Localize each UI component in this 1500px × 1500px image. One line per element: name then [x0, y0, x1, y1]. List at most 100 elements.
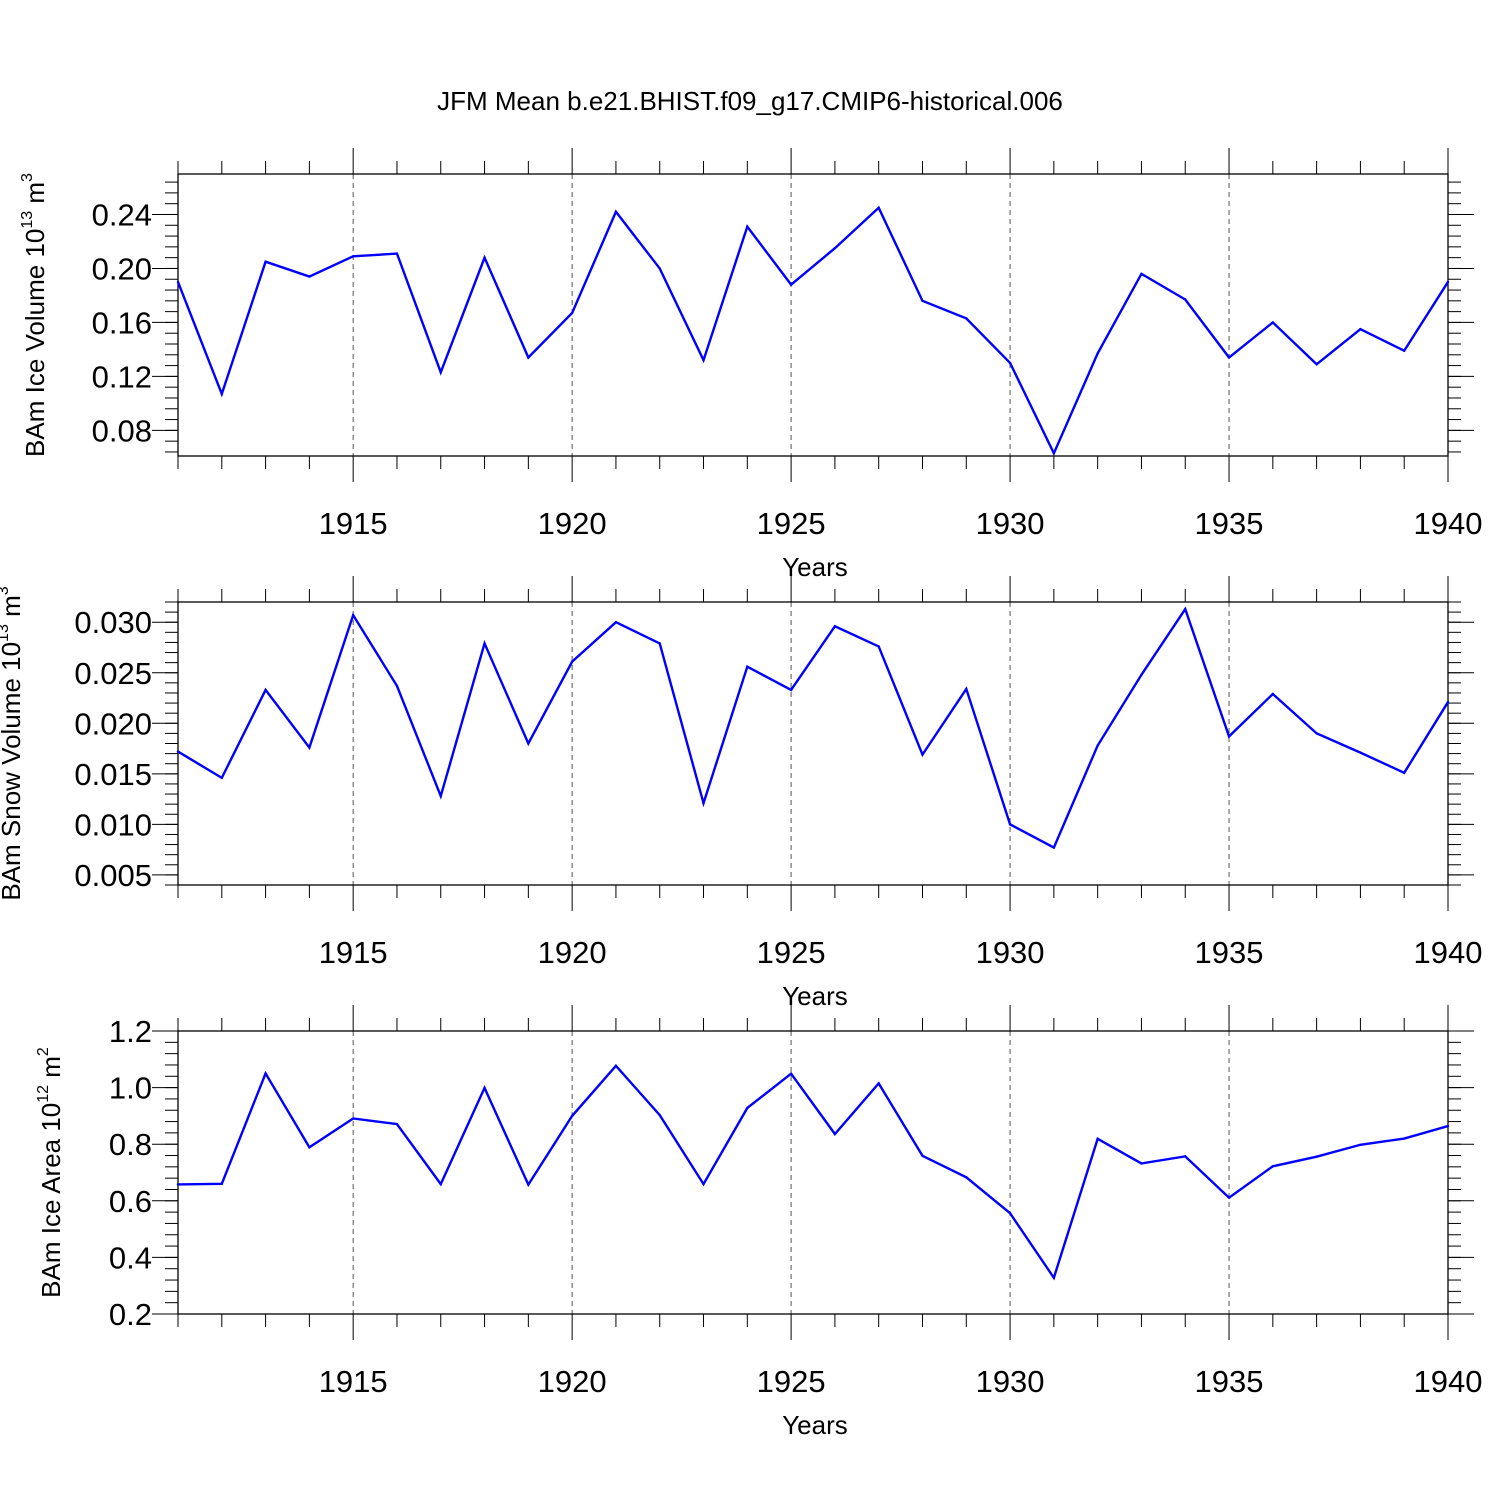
data-point — [1227, 735, 1231, 738]
x-tick-label: 1915 — [319, 935, 388, 970]
data-point — [220, 392, 223, 396]
data-point — [1227, 356, 1231, 359]
data-point — [1184, 1155, 1187, 1158]
panels: 0.08 0.12 0.16 0.20 0.24 1915 1920 1925 1930 1935… — [0, 148, 1482, 1440]
data-point — [527, 356, 530, 359]
data-point — [1271, 1165, 1275, 1168]
data-point — [1446, 1124, 1450, 1128]
y-axis-label-exponent: 13 — [0, 624, 12, 642]
y-axis-label-unit: m — [20, 182, 50, 211]
data-point — [746, 225, 749, 228]
data-point — [1271, 692, 1275, 696]
y-tick-label: 0.2 — [109, 1297, 152, 1332]
y-tick-label: 1.2 — [109, 1014, 152, 1049]
data-point — [746, 1106, 749, 1110]
data-point — [1359, 751, 1362, 754]
data-point — [1315, 363, 1318, 366]
plot-frame — [177, 173, 1449, 457]
y-axis-label-exponent: 13 — [19, 211, 36, 229]
data-point — [833, 625, 837, 628]
data-point — [1359, 1143, 1362, 1146]
data-point — [439, 371, 442, 374]
y-tick-label: 0.12 — [92, 359, 152, 394]
y-tick-label: 0.020 — [74, 706, 152, 741]
plot-frame — [177, 1030, 1449, 1315]
y-tick-label: 0.24 — [92, 197, 152, 232]
y-tick-label: 0.030 — [74, 605, 152, 640]
x-tick-label: 1935 — [1195, 935, 1264, 970]
x-tick-label: 1925 — [757, 1364, 826, 1399]
x-tick-label: 1915 — [319, 506, 388, 541]
data-point — [833, 1132, 837, 1136]
y-tick-label: 0.20 — [92, 251, 152, 286]
y-tick-label: 0.005 — [74, 858, 152, 893]
data-point — [1227, 1196, 1231, 1199]
x-tick-label: 1920 — [538, 1364, 607, 1399]
series-line — [176, 205, 1450, 457]
data-point — [570, 1114, 574, 1118]
data-point — [702, 359, 705, 362]
data-point — [658, 267, 661, 270]
data-point — [308, 1146, 311, 1149]
data-point — [1359, 327, 1362, 331]
data-point — [1403, 349, 1406, 352]
data-point — [176, 750, 180, 753]
y-axis-label-unit-exponent: 3 — [19, 173, 36, 182]
y-axis-label-main: BAm Snow Volume 10 — [0, 642, 26, 901]
data-point — [1052, 846, 1056, 849]
y-tick-label: 0.4 — [109, 1240, 152, 1275]
data-point — [965, 687, 968, 691]
data-point — [1140, 272, 1143, 276]
x-axis-label: Years — [782, 1410, 848, 1440]
data-point — [527, 742, 530, 745]
data-point — [789, 283, 793, 286]
x-tick-label: 1940 — [1414, 506, 1483, 541]
x-tick-label: 1920 — [538, 935, 607, 970]
y-axis-label-main: BAm Ice Area 10 — [36, 1103, 66, 1298]
data-point — [308, 275, 311, 278]
x-tick-label: 1925 — [757, 506, 826, 541]
data-point — [351, 255, 355, 258]
data-point — [483, 256, 486, 259]
x-tick-label: 1935 — [1195, 506, 1264, 541]
x-tick-label: 1930 — [976, 1364, 1045, 1399]
data-point — [395, 252, 399, 255]
y-axis-label: BAm Ice Volume 1013 m3 — [19, 173, 50, 457]
x-axis-label: Years — [782, 552, 848, 582]
data-point — [965, 1176, 968, 1179]
data-point — [614, 210, 618, 213]
data-point — [1140, 673, 1143, 676]
data-point — [877, 1082, 880, 1085]
chart-panel-1: 0.08 0.12 0.16 0.20 0.24 1915 1920 1925 1930 1935… — [19, 148, 1482, 582]
data-point — [1184, 298, 1187, 301]
data-point — [1008, 361, 1012, 365]
data-point — [614, 621, 618, 624]
data-point — [746, 665, 749, 668]
data-point — [921, 299, 924, 303]
data-point — [702, 801, 705, 805]
data-point — [483, 1086, 486, 1090]
data-point — [833, 247, 837, 250]
data-point — [658, 642, 661, 645]
x-tick-label: 1940 — [1414, 935, 1483, 970]
data-point — [658, 1113, 661, 1117]
data-point — [789, 688, 793, 692]
y-axis-label: BAm Ice Area 1012 m2 — [35, 1047, 66, 1298]
y-tick-label: 0.015 — [74, 757, 152, 792]
y-axis-label-exponent: 12 — [35, 1085, 52, 1103]
data-point — [1140, 1162, 1143, 1165]
data-point — [1052, 452, 1056, 455]
data-point — [1096, 1137, 1099, 1141]
chart-panel-2: 0.005 0.010 0.015 0.020 0.025 0.030 1915 1920 19… — [0, 576, 1482, 1011]
y-tick-label: 0.025 — [74, 656, 152, 691]
data-point — [570, 311, 574, 315]
y-axis-label-unit: m — [36, 1056, 66, 1085]
y-tick-label: 0.8 — [109, 1127, 152, 1162]
y-axis-label-unit: m — [0, 595, 26, 624]
series-line — [177, 606, 1450, 850]
data-point — [1184, 607, 1187, 611]
y-tick-label: 0.6 — [109, 1184, 152, 1219]
data-point — [351, 613, 355, 617]
